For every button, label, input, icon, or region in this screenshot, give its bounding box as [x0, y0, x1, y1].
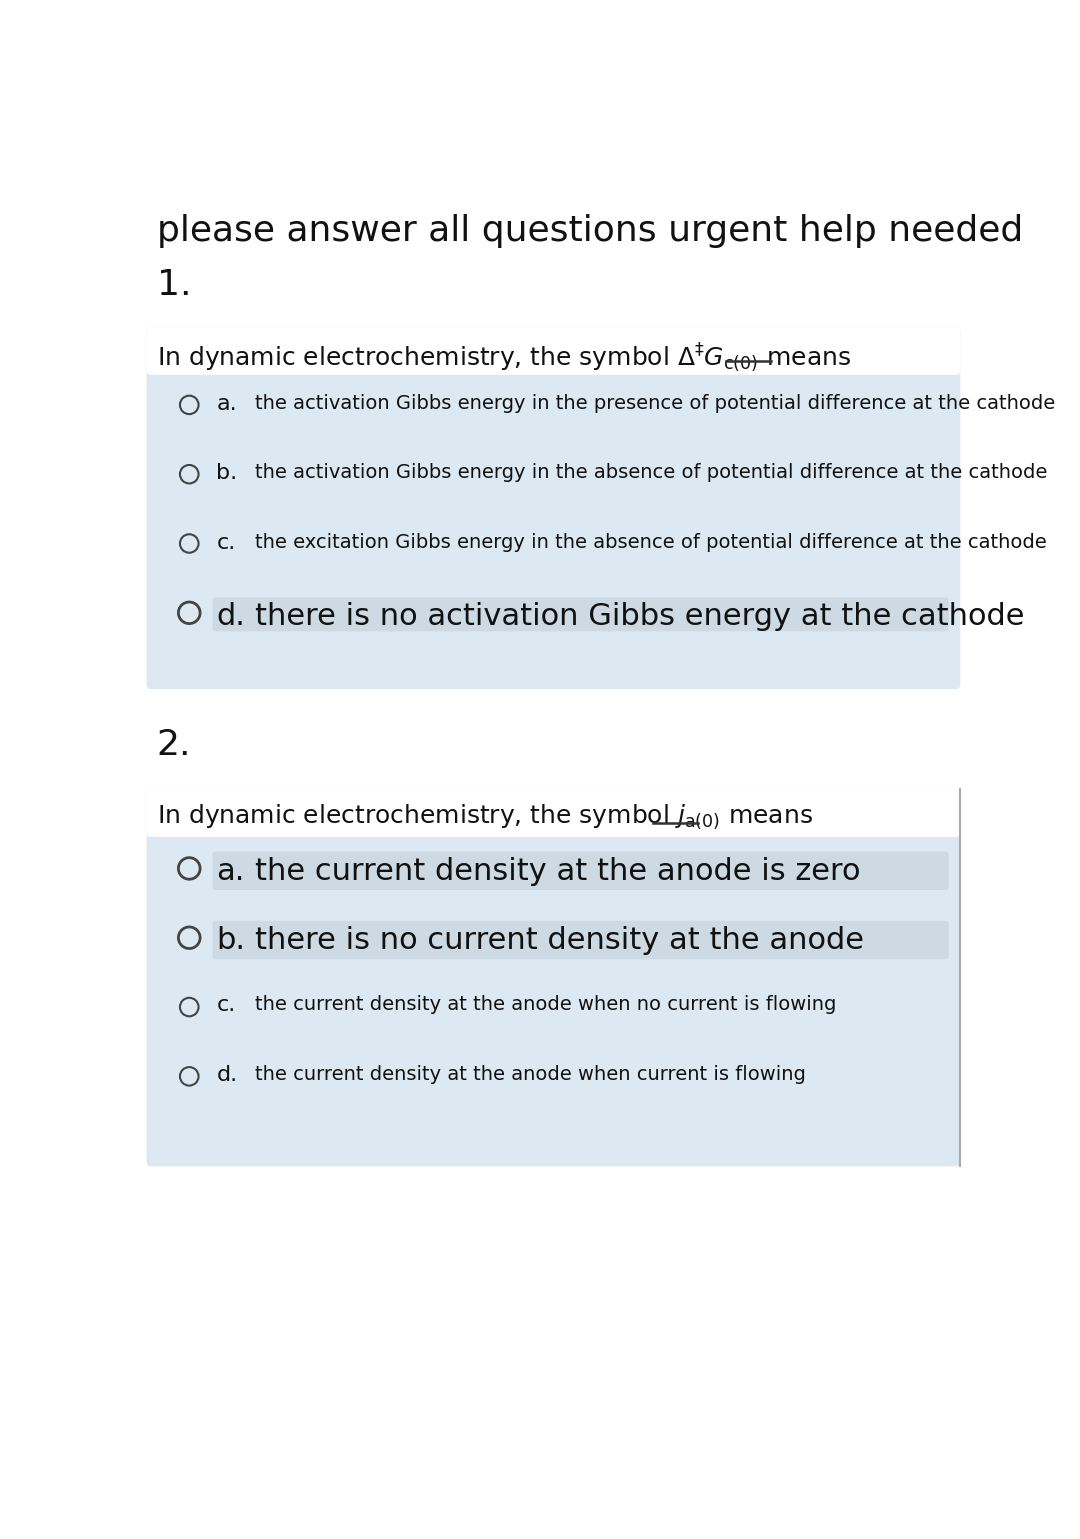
Text: In dynamic electrochemistry, the symbol $j_{\mathregular{a(0)}}$ means: In dynamic electrochemistry, the symbol …: [157, 803, 812, 831]
Text: the current density at the anode when current is flowing: the current density at the anode when cu…: [255, 1065, 806, 1083]
Text: a.: a.: [216, 857, 245, 886]
Text: c.: c.: [216, 996, 235, 1016]
Text: the current density at the anode is zero: the current density at the anode is zero: [255, 857, 861, 886]
FancyBboxPatch shape: [213, 851, 948, 890]
Text: 1.: 1.: [157, 268, 191, 302]
FancyBboxPatch shape: [147, 790, 960, 1167]
Text: d.: d.: [216, 602, 245, 631]
FancyBboxPatch shape: [213, 597, 948, 631]
FancyBboxPatch shape: [213, 920, 948, 959]
Text: In dynamic electrochemistry, the symbol $\Delta^{\ddagger}G_{\mathregular{c(0)}}: In dynamic electrochemistry, the symbol …: [157, 342, 851, 374]
Text: there is no current density at the anode: there is no current density at the anode: [255, 926, 864, 956]
FancyBboxPatch shape: [147, 790, 960, 837]
Text: d.: d.: [216, 1065, 238, 1085]
Text: c.: c.: [216, 532, 235, 553]
Text: 2.: 2.: [157, 728, 191, 762]
Text: the excitation Gibbs energy in the absence of potential difference at the cathod: the excitation Gibbs energy in the absen…: [255, 532, 1047, 551]
Text: b.: b.: [216, 926, 245, 956]
Text: there is no activation Gibbs energy at the cathode: there is no activation Gibbs energy at t…: [255, 602, 1025, 631]
Text: a.: a.: [216, 394, 237, 414]
Text: the activation Gibbs energy in the presence of potential difference at the catho: the activation Gibbs energy in the prese…: [255, 394, 1055, 412]
FancyBboxPatch shape: [147, 328, 960, 689]
Text: please answer all questions urgent help needed: please answer all questions urgent help …: [157, 214, 1023, 248]
Text: b.: b.: [216, 463, 238, 483]
Text: the current density at the anode when no current is flowing: the current density at the anode when no…: [255, 996, 837, 1014]
Text: the activation Gibbs energy in the absence of potential difference at the cathod: the activation Gibbs energy in the absen…: [255, 463, 1048, 482]
FancyBboxPatch shape: [147, 328, 960, 376]
